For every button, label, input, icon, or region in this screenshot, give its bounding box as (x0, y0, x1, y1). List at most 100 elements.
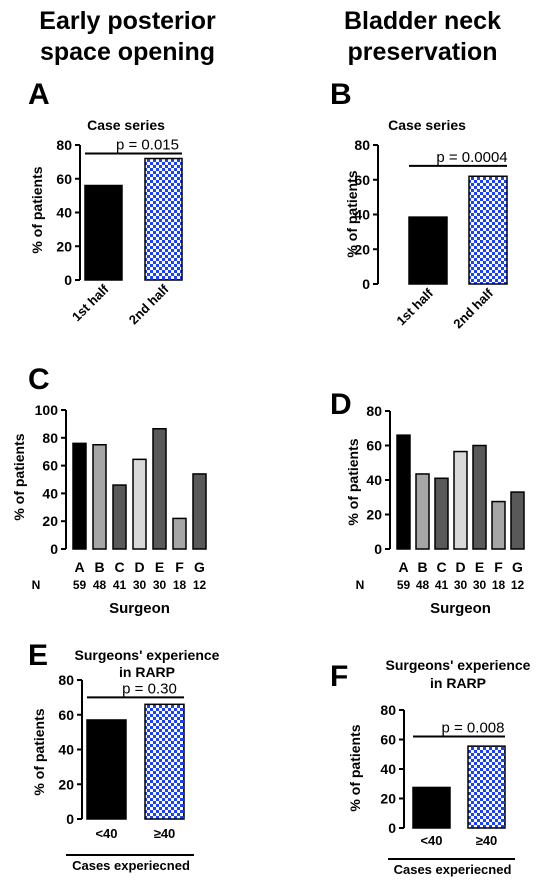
panel-c-bar-6 (172, 517, 187, 550)
panel-a-bar-2 (144, 157, 183, 281)
panel-d-bar-1 (396, 434, 411, 550)
panel-b-y-tick-label: 0 (362, 276, 370, 292)
panel-d-x-tick-label: G (512, 559, 523, 575)
panel-f-y-tick-label: 40 (380, 761, 396, 777)
panel-f-y-tick-label: 80 (380, 702, 396, 718)
panel-d-bar-3 (434, 477, 449, 550)
panel-d-y-tick-label: 60 (366, 438, 382, 454)
panel-a-y-tick-label: 40 (56, 205, 72, 221)
panel-a-y-tick-label: 60 (56, 171, 72, 187)
panel-e-y-tick-label: 0 (66, 811, 74, 827)
panel-f-y-tick-label: 20 (380, 791, 396, 807)
panel-b-x-tick-label: 1st half (393, 285, 436, 328)
panel-d-letter: D (330, 388, 352, 421)
panel-e-bar-1 (86, 719, 127, 820)
panel-e-y-tick-label: 60 (58, 707, 74, 723)
panel-a-title: Case series (87, 117, 165, 133)
panel-b-y-tick-label: 60 (354, 172, 370, 188)
panel-b-y-tick-label: 80 (354, 137, 370, 153)
panel-d-x-tick-label: F (494, 559, 503, 575)
panel-c-x-tick-label: E (155, 559, 164, 575)
panel-c-bar-3 (112, 484, 127, 550)
panel-d-n-value: 41 (435, 578, 449, 592)
panel-e-y-tick-label: 80 (58, 672, 74, 688)
panel-d-bar-2 (415, 473, 430, 550)
panel-c-x-tick-label: B (94, 559, 104, 575)
panel-f-y-tick-label: 60 (380, 732, 396, 748)
panel-a-y-tick-label: 20 (56, 238, 72, 254)
panel-f-x-tick-label: ≥40 (476, 833, 498, 848)
panel-c-bar-7 (192, 473, 207, 550)
panel-c-x-tick-label: A (74, 559, 84, 575)
panel-e-letter: E (28, 639, 48, 672)
column-title-right: Bladder neck preservation (343, 7, 501, 66)
panel-a-p-value: p = 0.015 (116, 136, 179, 153)
panel-f-title-line2: in RARP (430, 675, 486, 691)
panel-e-title-line1: Surgeons' experience (75, 647, 220, 663)
panel-d-bar-7 (510, 491, 525, 550)
panel-e-group-label: Cases experiecned (72, 858, 190, 873)
panel-e-bar-2 (144, 703, 185, 820)
panel-d-n-value: 59 (397, 578, 411, 592)
panel-c-n-value: 48 (93, 578, 107, 592)
panel-b-y-tick-label: 40 (354, 207, 370, 223)
panel-c-y-tick-label: 100 (35, 402, 59, 418)
panel-f-y-tick-label: 0 (388, 820, 396, 836)
panel-d-n-value: 30 (473, 578, 487, 592)
panel-d-n-value: 48 (416, 578, 430, 592)
panel-a-x-tick-label: 1st half (69, 281, 112, 324)
panel-c-y-tick-label: 80 (42, 430, 58, 446)
panel-c-n-value: 18 (173, 578, 187, 592)
panel-c-bar-1 (72, 442, 87, 550)
panel-e-x-tick-label: ≥40 (154, 826, 176, 841)
panel-c-bar-2 (92, 444, 107, 550)
panel-a-y-label: % of patients (29, 166, 45, 253)
panel-f-y-label: % of patients (347, 724, 363, 811)
panel-d-x-tick-label: E (475, 559, 484, 575)
panel-c-x-tick-label: C (114, 559, 124, 575)
panel-d-bar-6 (491, 500, 506, 550)
panel-c-y-label: % of patients (11, 433, 27, 520)
panel-e-y-tick-label: 20 (58, 776, 74, 792)
panel-c-y-tick-label: 20 (42, 513, 58, 529)
panel-d-x-tick-label: C (436, 559, 446, 575)
column-title-left: Early posterior space opening (39, 7, 216, 66)
panel-e-title-line2: in RARP (119, 664, 175, 680)
panel-f-bar-1 (412, 786, 451, 829)
panel-d-x-tick-label: B (417, 559, 427, 575)
panel-d-x-label: Surgeon (430, 600, 491, 617)
panel-c-y-tick-label: 0 (50, 541, 58, 557)
panel-d-y-tick-label: 40 (366, 472, 382, 488)
panel-c-y-tick-label: 60 (42, 458, 58, 474)
panel-f-x-tick-label: <40 (420, 833, 442, 848)
panel-b-p-value: p = 0.0004 (436, 149, 507, 166)
panel-d-y-label: % of patients (345, 438, 361, 525)
panel-e-y-label: % of patients (31, 708, 47, 795)
panel-e-p-value: p = 0.30 (122, 680, 177, 697)
panel-d-y-tick-label: 20 (366, 507, 382, 523)
panel-f-p-value: p = 0.008 (442, 720, 505, 737)
panel-e-x-tick-label: <40 (95, 826, 117, 841)
panel-d-n-value: 12 (511, 578, 525, 592)
panel-c-x-tick-label: G (194, 559, 205, 575)
panel-d-x-tick-label: D (455, 559, 465, 575)
panel-b-title: Case series (388, 117, 466, 133)
panel-c-x-tick-label: F (175, 559, 184, 575)
panel-c-n-value: 41 (113, 578, 127, 592)
panel-d-x-tick-label: A (398, 559, 408, 575)
panel-f-title-line1: Surgeons' experience (386, 657, 531, 673)
panel-a-bar-1 (84, 184, 123, 281)
panel-c-bar-4 (132, 458, 147, 550)
panel-b-y-label: % of patients (344, 170, 360, 257)
panel-a-y-tick-label: 80 (56, 137, 72, 153)
panel-c-bar-5 (152, 428, 167, 550)
panel-c-n-value: 30 (153, 578, 167, 592)
panel-b-letter: B (330, 78, 352, 111)
panel-c-n-value: 59 (73, 578, 87, 592)
panel-b-bar-1 (408, 216, 448, 285)
panel-c-x-label: Surgeon (109, 600, 170, 617)
panel-d-n-value: 18 (492, 578, 506, 592)
panel-e-y-tick-label: 40 (58, 742, 74, 758)
panel-f-letter: F (330, 660, 348, 693)
